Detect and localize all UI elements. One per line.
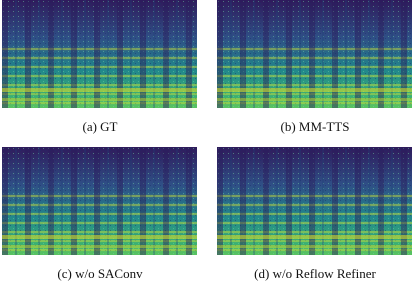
caption: (b) MM-TTS <box>281 119 350 134</box>
caption: (c) w/o SAConv <box>57 266 143 281</box>
caption: (a) GT <box>82 119 117 134</box>
spectrogram <box>217 0 412 108</box>
spectrogram <box>2 147 197 255</box>
caption: (d) w/o Reflow Refiner <box>254 266 376 281</box>
spectrogram <box>2 0 197 108</box>
spectrogram <box>217 147 412 255</box>
